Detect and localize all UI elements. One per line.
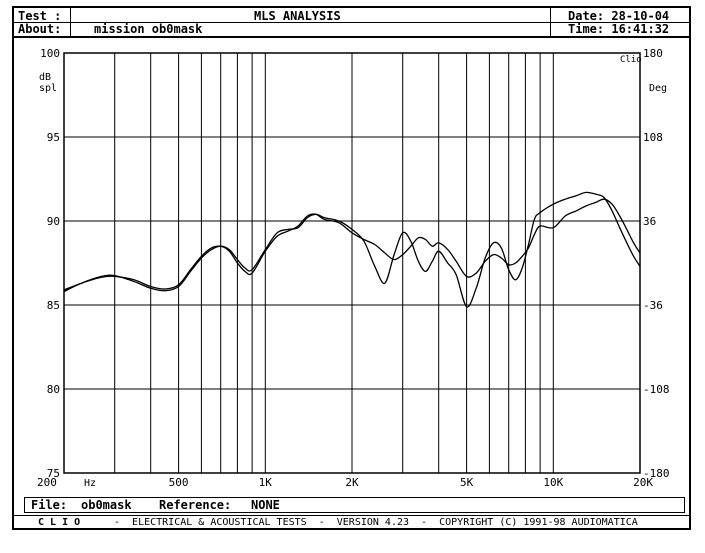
header-divider [14, 22, 689, 23]
y2-tick-label: -36 [643, 299, 663, 312]
file-label: File: [31, 498, 68, 512]
x-tick-label: 1K [259, 476, 273, 489]
y-tick-label: 85 [47, 299, 60, 312]
y-tick-label: 75 [47, 467, 60, 480]
x-tick-label: 2K [345, 476, 359, 489]
footer-text: - ELECTRICAL & ACOUSTICAL TESTS - VERSIO… [114, 517, 638, 528]
file-value: ob0mask [81, 498, 132, 512]
y2-tick-label: -180 [643, 467, 670, 480]
y2-tick-label: 180 [643, 47, 663, 60]
footer-brand: C L I O [38, 517, 81, 528]
x-tick-label: 5K [460, 476, 474, 489]
y2-tick-label: -108 [643, 383, 670, 396]
y-tick-label: 95 [47, 131, 60, 144]
about-label: About: [18, 22, 62, 36]
header-panel: Test : MLS ANALYSIS Date: 28-10-04 About… [14, 8, 689, 36]
x-axis-unit-label: Hz [84, 478, 96, 489]
y-axis-label-unit: spl [39, 83, 57, 94]
footer-bar: C L I O - ELECTRICAL & ACOUSTICAL TESTS … [14, 517, 689, 529]
file-info-bar: File: ob0mask Reference: NONE [24, 497, 685, 513]
header-separator-right [550, 8, 551, 36]
y2-tick-label: 108 [643, 131, 663, 144]
series-line-2 [63, 198, 641, 293]
y2-tick-label: 36 [643, 215, 656, 228]
reference-value: NONE [251, 498, 280, 512]
x-tick-label: 20K [633, 476, 653, 489]
x-tick-label: 200 [37, 476, 57, 489]
x-tick-label: 10K [543, 476, 563, 489]
plot-border [63, 52, 641, 474]
date-label: Date: 28-10-04 [568, 9, 670, 23]
y-tick-label: 100 [40, 47, 60, 60]
corner-label: Clio [620, 55, 642, 65]
window-frame [12, 6, 691, 530]
y-tick-label: 80 [47, 383, 60, 396]
about-value: mission ob0mask [94, 22, 203, 36]
x-tick-label: 500 [169, 476, 189, 489]
header-bottom-border [14, 36, 689, 38]
page-title: MLS ANALYSIS [254, 9, 341, 23]
y-tick-label: 90 [47, 215, 60, 228]
test-label: Test : [18, 9, 62, 23]
footer-divider [14, 515, 689, 516]
y2-axis-label: Deg [649, 83, 667, 94]
series-line-1 [63, 191, 641, 308]
time-label: Time: 16:41:32 [568, 22, 670, 36]
header-separator-left [70, 8, 71, 36]
y-axis-label: dB [39, 72, 51, 83]
reference-label: Reference: [159, 498, 232, 512]
